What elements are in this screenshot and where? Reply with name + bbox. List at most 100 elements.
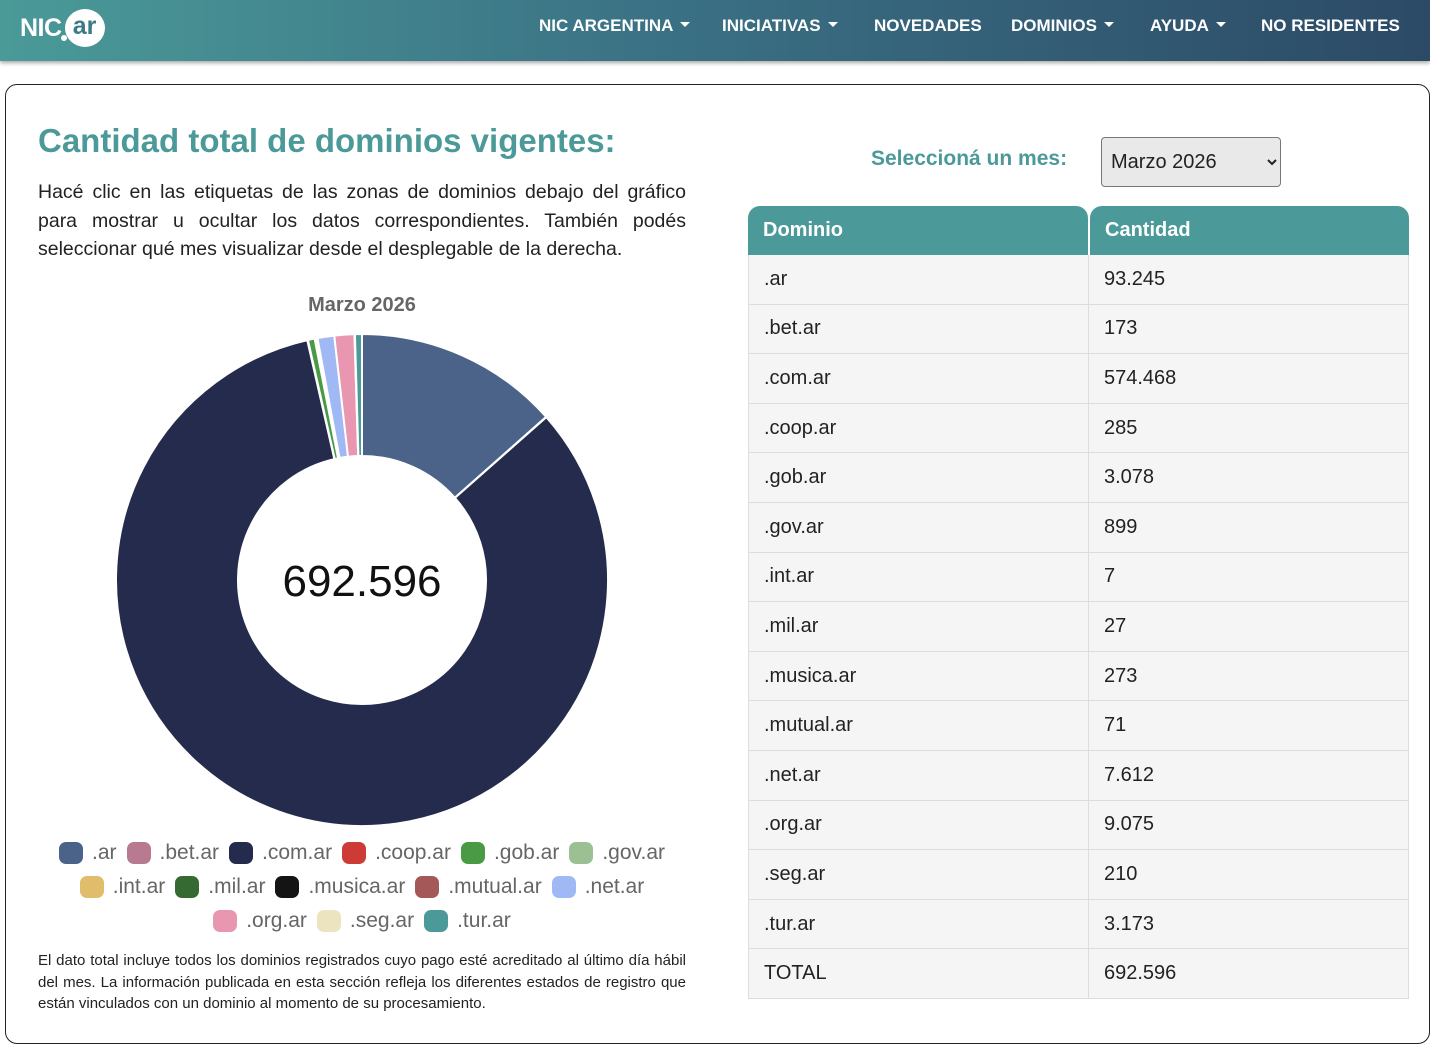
- table-row: TOTAL 692.596: [748, 949, 1409, 999]
- table-row: .tur.ar 3.173: [748, 899, 1409, 950]
- table-row: .gov.ar 899: [748, 502, 1409, 553]
- legend-label: .net.ar: [584, 875, 645, 898]
- donut-chart: 692.596: [115, 332, 609, 827]
- top-navbar: NIC ar NIC ARGENTINA INICIATIVAS NOVEDAD…: [0, 0, 1430, 61]
- legend-item[interactable]: .int.ar: [79, 875, 166, 899]
- legend-label: .coop.ar: [375, 841, 451, 864]
- nav-novedades[interactable]: NOVEDADES: [874, 16, 982, 36]
- legend-swatch: [229, 842, 254, 864]
- nav-nic-argentina[interactable]: NIC ARGENTINA: [539, 16, 691, 36]
- legend-item[interactable]: .tur.ar: [424, 909, 511, 933]
- cell-count: 692.596: [1089, 949, 1409, 998]
- legend-row: .int.ar .mil.ar .musica.ar .mutual.ar .net.a…: [38, 870, 686, 904]
- legend-item[interactable]: .org.ar: [213, 909, 307, 933]
- legend-item[interactable]: .gob.ar: [460, 841, 559, 865]
- cell-count: 71: [1089, 701, 1409, 750]
- nav-ayuda[interactable]: AYUDA: [1150, 16, 1226, 36]
- table-header: Dominio Cantidad: [748, 206, 1409, 255]
- header-cantidad: Cantidad: [1090, 206, 1409, 255]
- nav-no-residentes[interactable]: NO RESIDENTES: [1261, 16, 1400, 36]
- chevron-down-icon: [1215, 22, 1226, 27]
- cell-domain: .org.ar: [748, 800, 1089, 850]
- cell-domain: .musica.ar: [748, 651, 1089, 701]
- table-row: .coop.ar 285: [748, 403, 1409, 454]
- cell-count: 285: [1089, 403, 1409, 453]
- cell-count: 273: [1089, 651, 1409, 701]
- month-select-label: Seleccioná un mes:: [871, 147, 1068, 170]
- logo-badge: ar: [60, 9, 105, 47]
- cell-domain: .tur.ar: [748, 899, 1089, 949]
- table-row: .bet.ar 173: [748, 304, 1409, 355]
- legend-label: .mutual.ar: [448, 875, 542, 898]
- legend-item[interactable]: .musica.ar: [275, 875, 405, 899]
- cell-domain: .ar: [748, 255, 1089, 304]
- nav-label: NOVEDADES: [874, 16, 982, 35]
- legend-swatch: [415, 876, 440, 898]
- table-row: .seg.ar 210: [748, 850, 1409, 900]
- legend-swatch: [424, 910, 449, 932]
- legend-label: .gov.ar: [602, 841, 665, 864]
- cell-domain: .coop.ar: [748, 403, 1089, 453]
- legend-swatch: [58, 842, 83, 864]
- month-select[interactable]: Marzo 2026: [1101, 137, 1281, 187]
- legend-label: .seg.ar: [349, 909, 415, 932]
- legend-swatch: [79, 876, 104, 898]
- table-row: .int.ar 7: [748, 552, 1409, 603]
- nav-dominios[interactable]: DOMINIOS: [1011, 16, 1114, 36]
- cell-count: 9.075: [1089, 800, 1409, 850]
- cell-count: 93.245: [1089, 255, 1409, 304]
- legend-label: .ar: [91, 841, 117, 864]
- nic-logo[interactable]: NIC ar: [20, 8, 105, 48]
- legend-label: .musica.ar: [308, 875, 406, 898]
- logo-badge-text: ar: [72, 11, 97, 40]
- legend-item[interactable]: .gov.ar: [569, 841, 665, 865]
- legend-item[interactable]: .net.ar: [551, 875, 645, 899]
- chevron-down-icon: [680, 22, 691, 27]
- legend-item[interactable]: .mil.ar: [175, 875, 265, 899]
- domains-table: Dominio Cantidad .ar 93.245 .bet.ar 173 .com…: [748, 206, 1409, 999]
- table-row: .gob.ar 3.078: [748, 453, 1409, 503]
- cell-count: 899: [1089, 502, 1409, 552]
- nav-label: NO RESIDENTES: [1261, 16, 1400, 35]
- legend-label: .com.ar: [262, 841, 333, 864]
- table-row: .ar 93.245: [748, 255, 1409, 305]
- legend-label: .bet.ar: [159, 841, 220, 864]
- table-row: .com.ar 574.468: [748, 354, 1409, 404]
- legend-swatch: [551, 876, 576, 898]
- legend-row: .org.ar .seg.ar .tur.ar: [38, 904, 686, 938]
- footnote-text: El dato total incluye todos los dominios…: [38, 952, 686, 1012]
- donut-slice[interactable]: [115, 338, 609, 827]
- cell-count: 7.612: [1089, 750, 1409, 800]
- cell-count: 7: [1089, 552, 1409, 602]
- cell-domain: .bet.ar: [748, 304, 1089, 354]
- nav-label: INICIATIVAS: [722, 16, 821, 35]
- legend-label: .int.ar: [112, 875, 166, 898]
- legend-label: .tur.ar: [457, 909, 511, 932]
- legend-item[interactable]: .ar: [58, 841, 117, 865]
- legend-item[interactable]: .bet.ar: [126, 841, 220, 865]
- table-row: .org.ar 9.075: [748, 800, 1409, 851]
- legend-item[interactable]: .mutual.ar: [415, 875, 542, 899]
- table-row: .mil.ar 27: [748, 602, 1409, 652]
- chevron-down-icon: [1103, 22, 1114, 27]
- legend-label: .org.ar: [246, 909, 307, 932]
- logo-text: NIC: [20, 13, 62, 42]
- cell-domain: .seg.ar: [748, 850, 1089, 899]
- legend-item[interactable]: .com.ar: [229, 841, 332, 865]
- legend-swatch: [569, 842, 594, 864]
- table-body: .ar 93.245 .bet.ar 173 .com.ar 574.468 .coop.a…: [748, 255, 1409, 999]
- cell-count: 3.173: [1089, 899, 1409, 949]
- donut-slice[interactable]: [353, 332, 363, 458]
- legend-item[interactable]: .coop.ar: [342, 841, 451, 865]
- cell-count: 210: [1089, 850, 1409, 899]
- nav-iniciativas[interactable]: INICIATIVAS: [722, 16, 838, 36]
- cell-count: 574.468: [1089, 354, 1409, 403]
- header-dominio: Dominio: [748, 206, 1088, 255]
- cell-domain: .net.ar: [748, 750, 1089, 800]
- cell-domain: TOTAL: [748, 949, 1089, 998]
- intro-text: Hacé clic en las etiquetas de las zonas …: [38, 181, 686, 260]
- legend-item[interactable]: .seg.ar: [316, 909, 415, 933]
- chart-legend: .ar .bet.ar .com.ar .coop.ar .gob.ar .gov.ar.…: [38, 836, 686, 938]
- logo-dot: [60, 35, 67, 41]
- legend-swatch: [460, 842, 485, 864]
